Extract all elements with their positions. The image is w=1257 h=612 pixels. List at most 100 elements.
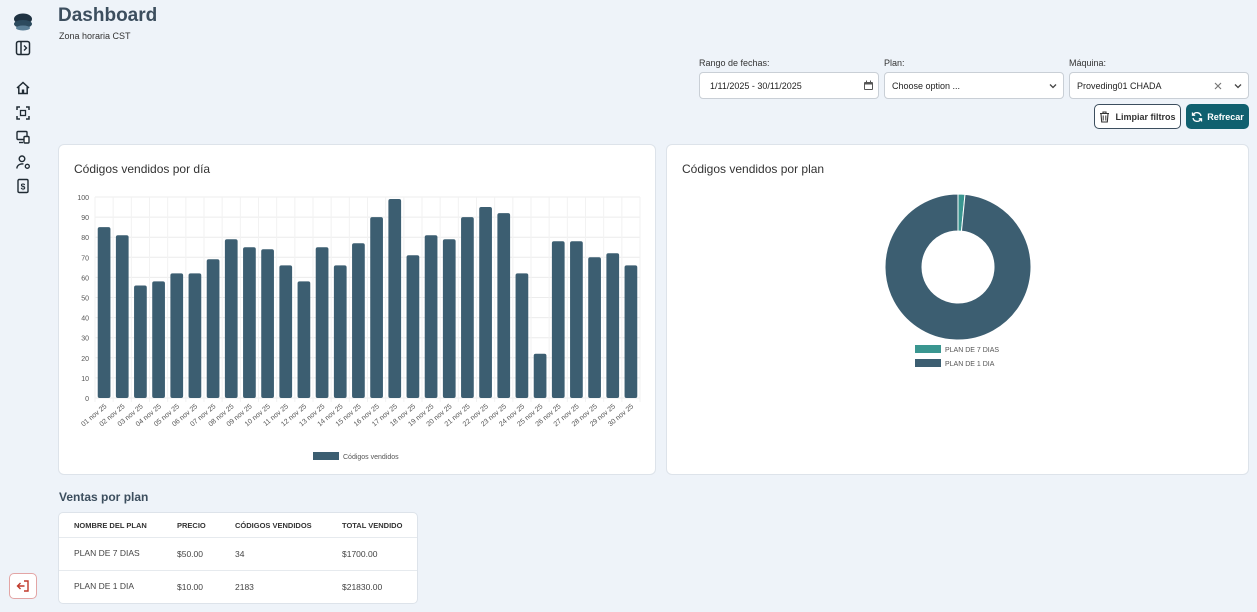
bar [170,273,184,398]
table-cell: 34 [235,549,245,559]
legend-label: PLAN DE 1 DIA [945,361,995,368]
pie-chart-title: Códigos vendidos por plan [682,162,825,176]
y-tick-label: 70 [81,255,89,262]
legend-swatch [915,359,941,367]
y-tick-label: 10 [81,376,89,383]
bar [606,253,620,398]
machine-select[interactable]: Proveding01 CHADA [1069,72,1249,99]
svg-text:$: $ [21,182,26,192]
plan-select[interactable]: Choose option ... [884,72,1064,99]
sidebar: $ [0,0,44,612]
devices-icon[interactable] [12,126,34,148]
bar [297,281,311,398]
bar [115,235,129,398]
bar [461,217,474,398]
y-tick-label: 50 [81,296,89,303]
dollar-document-icon[interactable]: $ [12,175,34,197]
row-divider [59,537,417,538]
bar [134,285,147,398]
calendar-icon[interactable] [858,80,878,91]
clear-filters-button[interactable]: Limpiar filtros [1094,104,1181,129]
table-cell: $1700.00 [342,549,378,559]
date-range-label: Rango de fechas: [699,58,770,68]
table-header: PRECIO [177,521,206,530]
bar [551,241,565,398]
bar [388,199,402,398]
bar [515,273,529,398]
user-settings-icon[interactable] [12,151,34,173]
y-tick-label: 100 [77,195,89,202]
y-tick-label: 40 [81,316,89,323]
bar [224,239,238,398]
refresh-button[interactable]: Refrecar [1186,104,1249,129]
bar [370,217,383,398]
bar [442,239,456,398]
y-tick-label: 0 [85,396,89,403]
plan-label: Plan: [884,58,905,68]
sidebar-toggle-icon[interactable] [12,37,34,59]
legend-swatch [313,452,339,460]
bar [333,265,347,398]
bar [570,241,583,398]
date-range-value: 1/11/2025 - 30/11/2025 [710,80,802,91]
bar [261,249,274,398]
bar [97,227,111,398]
y-tick-label: 60 [81,275,89,282]
clear-filters-label: Limpiar filtros [1115,111,1176,122]
trash-icon [1100,110,1110,123]
bar [152,281,165,398]
sales-table-title: Ventas por plan [59,490,149,504]
bar [279,265,293,398]
bar [588,257,601,398]
bar [533,353,547,398]
table-cell: $21830.00 [342,582,383,592]
table-cell: 2183 [235,582,254,592]
chevron-down-icon [1043,81,1063,91]
refresh-icon [1192,111,1203,122]
y-tick-label: 20 [81,356,89,363]
timezone-label: Zona horaria CST [59,31,131,41]
row-divider [59,570,417,571]
y-tick-label: 30 [81,336,89,343]
plan-select-value: Choose option ... [892,80,961,91]
legend-label: Códigos vendidos [343,454,399,461]
table-cell: $10.00 [177,582,203,592]
bar [406,255,420,398]
bar [624,265,638,398]
bar [479,207,492,398]
bar [188,273,202,398]
machine-select-value: Proveding01 CHADA [1077,80,1162,91]
legend-swatch [915,345,941,353]
donut-chart: PLAN DE 7 DIAS PLAN DE 1 DIA [884,193,1032,368]
table-cell: PLAN DE 1 DIA [74,581,134,591]
sales-table: NOMBRE DEL PLAN PRECIO CÓDIGOS VENDIDOS … [58,512,418,604]
home-icon[interactable] [12,77,34,99]
refresh-label: Refrecar [1207,111,1244,122]
bar [424,235,438,398]
scan-icon[interactable] [12,102,34,124]
donut-slice [884,193,1032,341]
table-header: NOMBRE DEL PLAN [74,521,147,530]
logo-icon[interactable] [11,10,35,34]
bar [352,243,365,398]
y-tick-label: 90 [81,215,89,222]
machine-label: Máquina: [1069,58,1107,68]
legend-label: PLAN DE 7 DIAS [945,347,999,354]
table-cell: $50.00 [177,549,203,559]
table-cell: PLAN DE 7 DIAS [74,548,140,558]
bar [497,213,511,398]
logout-icon[interactable] [9,573,37,599]
pie-chart-card: Códigos vendidos por plan PLAN DE 7 DIAS… [666,144,1249,475]
bar-chart-title: Códigos vendidos por día [74,162,211,176]
date-range-picker[interactable]: 1/11/2025 - 30/11/2025 [699,72,879,99]
table-header: CÓDIGOS VENDIDOS [235,521,312,530]
page-title: Dashboard [58,5,158,26]
chevron-down-icon [1228,81,1248,91]
clear-selection-icon[interactable] [1208,81,1228,91]
y-tick-label: 80 [81,235,89,242]
table-header: TOTAL VENDIDO [342,521,403,530]
bar-chart-card: Códigos vendidos por día 0 10 20 30 40 50 60 70… [58,144,656,475]
bar [243,247,256,398]
bar [206,259,220,398]
